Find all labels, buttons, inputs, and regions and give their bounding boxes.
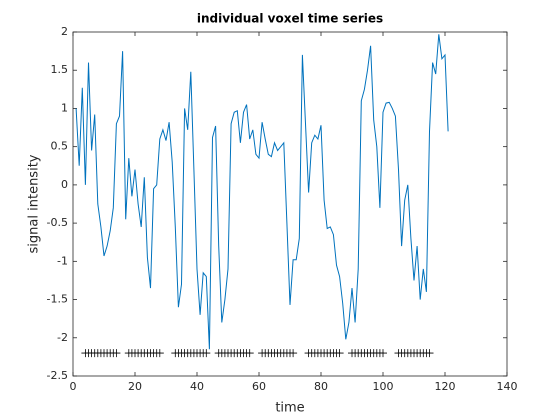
y-axis-label: signal intensity: [27, 154, 42, 253]
x-tick-label: 20: [128, 380, 142, 393]
x-tick-label: 80: [314, 380, 328, 393]
y-tick-label: 0: [61, 178, 68, 191]
plus-marker: [112, 349, 121, 358]
y-tick-label: 2: [61, 25, 68, 38]
x-tick-label: 100: [373, 380, 394, 393]
x-tick-label: 120: [435, 380, 456, 393]
y-tick-label: 1.5: [51, 63, 69, 76]
plus-marker: [335, 349, 344, 358]
plus-marker: [425, 349, 434, 358]
plus-marker: [379, 349, 387, 358]
plus-marker: [245, 349, 254, 358]
series-line: [75, 34, 449, 350]
plus-marker: [202, 349, 211, 358]
y-tick-label: 1: [61, 101, 68, 114]
y-tick-label: -2.5: [47, 369, 68, 382]
axes-box: [72, 31, 508, 377]
y-tick-label: -2: [57, 331, 68, 344]
x-tick-label: 60: [252, 380, 266, 393]
plus-marker: [155, 349, 164, 358]
x-axis-label: time: [275, 401, 304, 416]
chart-title: individual voxel time series: [197, 12, 383, 26]
y-tick-label: -1: [57, 254, 68, 267]
plus-marker: [289, 349, 298, 358]
y-tick-label: -0.5: [47, 216, 68, 229]
x-tick-label: 0: [70, 380, 77, 393]
y-tick-label: -1.5: [47, 293, 68, 306]
x-tick-label: 140: [497, 380, 518, 393]
x-tick-label: 40: [190, 380, 204, 393]
y-tick-label: 0.5: [51, 140, 69, 153]
